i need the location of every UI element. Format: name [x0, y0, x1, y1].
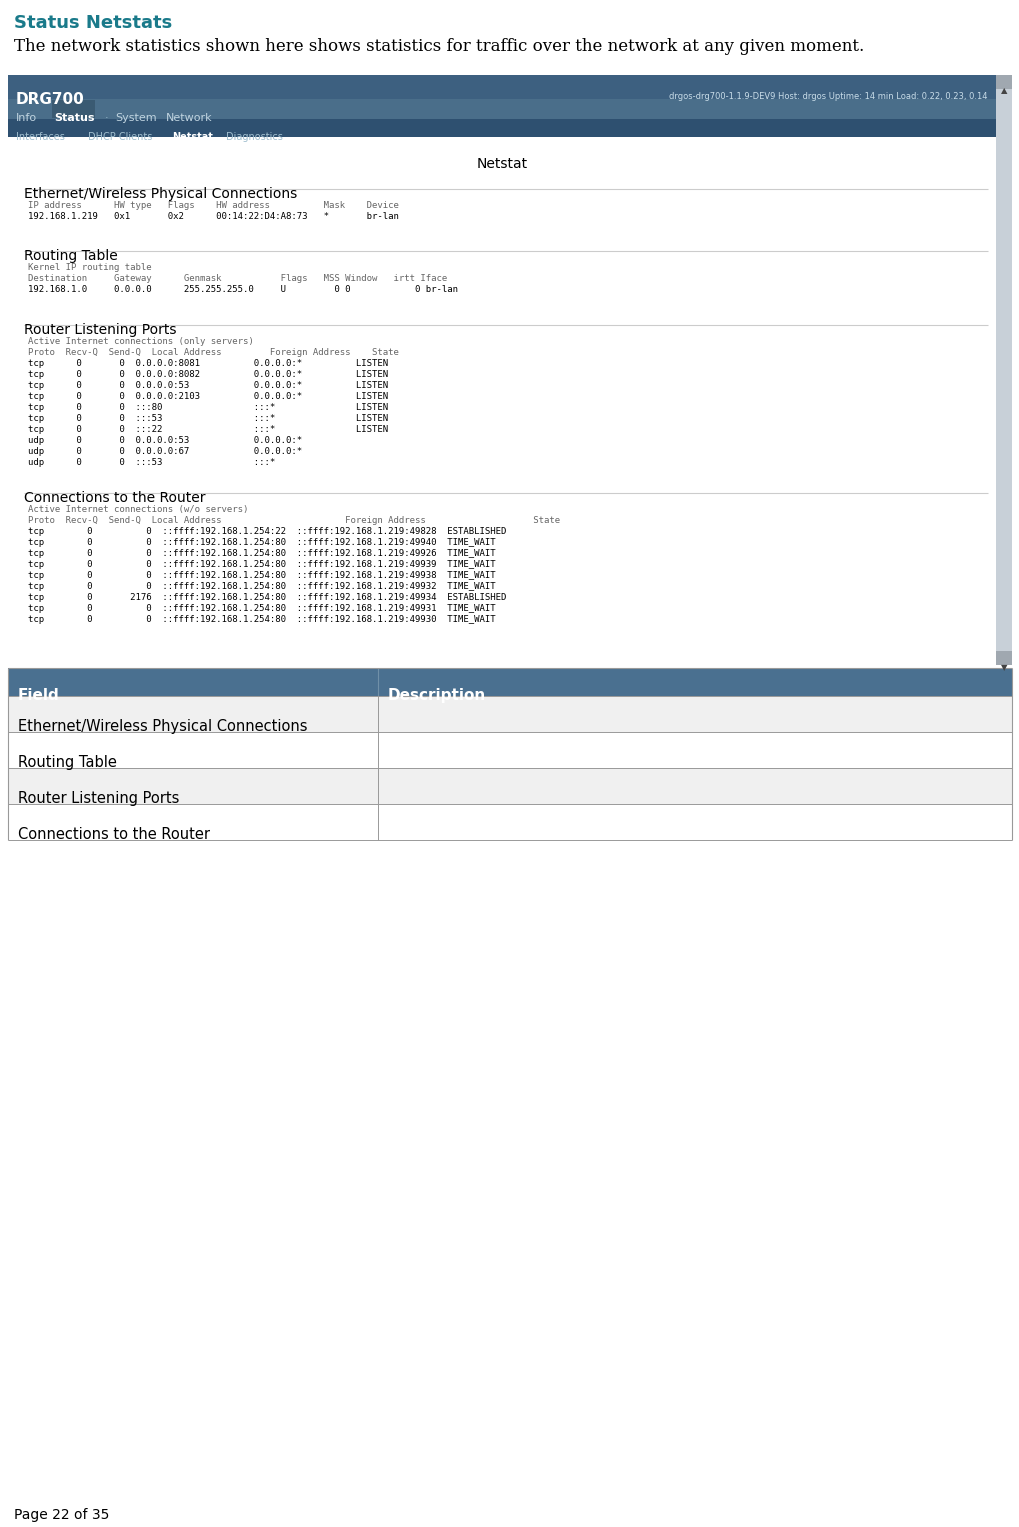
- Bar: [8, 768, 1011, 805]
- Bar: [8, 696, 1011, 731]
- Text: Network: Network: [166, 113, 212, 124]
- Text: tcp      0       0  0.0.0.0:53            0.0.0.0:*          LISTEN: tcp 0 0 0.0.0.0:53 0.0.0.0:* LISTEN: [28, 382, 388, 389]
- Text: Routing Table: Routing Table: [24, 249, 117, 263]
- Bar: [995, 75, 1011, 664]
- Text: Netstat: Netstat: [172, 131, 213, 142]
- Text: 192.168.1.219   0x1       0x2      00:14:22:D4:A8:73   *       br-lan: 192.168.1.219 0x1 0x2 00:14:22:D4:A8:73 …: [28, 212, 398, 221]
- Text: Status: Status: [54, 113, 95, 124]
- Text: tcp        0          0  ::ffff:192.168.1.254:80  ::ffff:192.168.1.219:49931  TI: tcp 0 0 ::ffff:192.168.1.254:80 ::ffff:1…: [28, 605, 495, 612]
- Text: ▲: ▲: [1000, 86, 1007, 95]
- Text: drgos-drg700-1.1.9-DEV9 Host: drgos Uptime: 14 min Load: 0.22, 0.23, 0.14: drgos-drg700-1.1.9-DEV9 Host: drgos Upti…: [668, 92, 987, 101]
- Text: tcp        0          0  ::ffff:192.168.1.254:80  ::ffff:192.168.1.219:49940  TI: tcp 0 0 ::ffff:192.168.1.254:80 ::ffff:1…: [28, 538, 495, 547]
- Bar: [8, 119, 995, 137]
- Text: Netstat: Netstat: [476, 157, 527, 171]
- Text: udp      0       0  0.0.0.0:67            0.0.0.0:*: udp 0 0 0.0.0.0:67 0.0.0.0:*: [28, 447, 302, 457]
- Text: Proto  Recv-Q  Send-Q  Local Address         Foreign Address    State: Proto Recv-Q Send-Q Local Address Foreig…: [28, 348, 398, 357]
- Text: ·: ·: [105, 113, 108, 124]
- Bar: [995, 75, 1011, 89]
- Text: Router Listening Ports: Router Listening Ports: [18, 791, 179, 806]
- Bar: [8, 805, 1011, 840]
- Text: tcp        0          0  ::ffff:192.168.1.254:80  ::ffff:192.168.1.219:49939  TI: tcp 0 0 ::ffff:192.168.1.254:80 ::ffff:1…: [28, 560, 495, 570]
- Text: Proto  Recv-Q  Send-Q  Local Address                       Foreign Address      : Proto Recv-Q Send-Q Local Address Foreig…: [28, 516, 559, 525]
- Text: Destination     Gateway      Genmask           Flags   MSS Window   irtt Iface: Destination Gateway Genmask Flags MSS Wi…: [28, 273, 446, 282]
- Text: Router Listening Ports: Router Listening Ports: [24, 324, 176, 337]
- Bar: [995, 651, 1011, 664]
- Text: Diagnostics: Diagnostics: [225, 131, 282, 142]
- Text: tcp        0          0  ::ffff:192.168.1.254:80  ::ffff:192.168.1.219:49932  TI: tcp 0 0 ::ffff:192.168.1.254:80 ::ffff:1…: [28, 582, 495, 591]
- Text: tcp      0       0  0.0.0.0:2103          0.0.0.0:*          LISTEN: tcp 0 0 0.0.0.0:2103 0.0.0.0:* LISTEN: [28, 392, 388, 402]
- Text: Ethernet/Wireless Physical Connections: Ethernet/Wireless Physical Connections: [18, 719, 307, 734]
- Bar: [8, 99, 995, 119]
- Text: tcp        0       2176  ::ffff:192.168.1.254:80  ::ffff:192.168.1.219:49934  ES: tcp 0 2176 ::ffff:192.168.1.254:80 ::fff…: [28, 592, 505, 602]
- Text: ▼: ▼: [1000, 663, 1007, 672]
- Text: Status Netstats: Status Netstats: [14, 14, 172, 32]
- Text: Active Internet connections (w/o servers): Active Internet connections (w/o servers…: [28, 505, 249, 515]
- Text: tcp        0          0  ::ffff:192.168.1.254:80  ::ffff:192.168.1.219:49938  TI: tcp 0 0 ::ffff:192.168.1.254:80 ::ffff:1…: [28, 571, 495, 580]
- Text: DRG700: DRG700: [16, 92, 85, 107]
- Bar: [8, 75, 995, 99]
- Bar: [8, 731, 1011, 768]
- Text: tcp      0       0  :::80                 :::*               LISTEN: tcp 0 0 :::80 :::* LISTEN: [28, 403, 388, 412]
- Text: Description: Description: [387, 689, 486, 702]
- Text: Interfaces: Interfaces: [16, 131, 65, 142]
- Text: tcp        0          0  ::ffff:192.168.1.254:22  ::ffff:192.168.1.219:49828  ES: tcp 0 0 ::ffff:192.168.1.254:22 ::ffff:1…: [28, 527, 505, 536]
- Text: DHCP Clients: DHCP Clients: [88, 131, 152, 142]
- Text: 192.168.1.0     0.0.0.0      255.255.255.0     U         0 0            0 br-lan: 192.168.1.0 0.0.0.0 255.255.255.0 U 0 0 …: [28, 286, 458, 295]
- Bar: [8, 75, 1011, 664]
- Text: Active Internet connections (only servers): Active Internet connections (only server…: [28, 337, 254, 347]
- Text: tcp      0       0  0.0.0.0:8081          0.0.0.0:*          LISTEN: tcp 0 0 0.0.0.0:8081 0.0.0.0:* LISTEN: [28, 359, 388, 368]
- Text: udp      0       0  0.0.0.0:53            0.0.0.0:*: udp 0 0 0.0.0.0:53 0.0.0.0:*: [28, 437, 302, 444]
- Text: System: System: [115, 113, 157, 124]
- Text: Page 22 of 35: Page 22 of 35: [14, 1509, 109, 1522]
- Bar: [52, 99, 95, 118]
- Text: tcp      0       0  :::22                 :::*               LISTEN: tcp 0 0 :::22 :::* LISTEN: [28, 425, 388, 434]
- Text: tcp        0          0  ::ffff:192.168.1.254:80  ::ffff:192.168.1.219:49926  TI: tcp 0 0 ::ffff:192.168.1.254:80 ::ffff:1…: [28, 550, 495, 557]
- Text: Connections to the Router: Connections to the Router: [24, 492, 205, 505]
- Text: Kernel IP routing table: Kernel IP routing table: [28, 263, 152, 272]
- Text: Field: Field: [18, 689, 60, 702]
- Text: Ethernet/Wireless Physical Connections: Ethernet/Wireless Physical Connections: [24, 186, 297, 202]
- Text: Connections to the Router: Connections to the Router: [18, 828, 210, 841]
- Text: Info: Info: [16, 113, 37, 124]
- Text: IP address      HW type   Flags    HW address          Mask    Device: IP address HW type Flags HW address Mask…: [28, 202, 398, 211]
- Text: tcp      0       0  :::53                 :::*               LISTEN: tcp 0 0 :::53 :::* LISTEN: [28, 414, 388, 423]
- Text: tcp        0          0  ::ffff:192.168.1.254:80  ::ffff:192.168.1.219:49930  TI: tcp 0 0 ::ffff:192.168.1.254:80 ::ffff:1…: [28, 615, 495, 625]
- Text: The network statistics shown here shows statistics for traffic over the network : The network statistics shown here shows …: [14, 38, 863, 55]
- Text: Routing Table: Routing Table: [18, 754, 117, 770]
- Bar: [8, 667, 1011, 696]
- Bar: [8, 137, 995, 664]
- Text: tcp      0       0  0.0.0.0:8082          0.0.0.0:*          LISTEN: tcp 0 0 0.0.0.0:8082 0.0.0.0:* LISTEN: [28, 370, 388, 379]
- Text: udp      0       0  :::53                 :::*: udp 0 0 :::53 :::*: [28, 458, 275, 467]
